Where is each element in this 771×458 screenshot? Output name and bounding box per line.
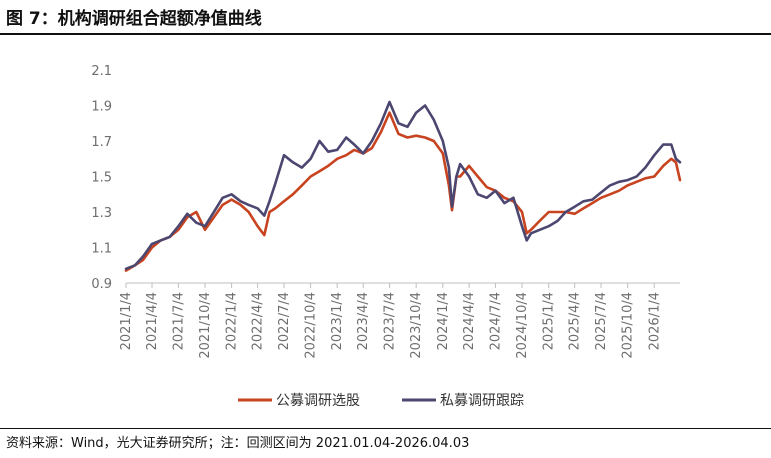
x-tick-label: 2025/1/4 <box>542 292 557 350</box>
series-line-0 <box>124 111 682 272</box>
x-tick-label: 2023/7/4 <box>383 292 398 350</box>
y-tick-label: 1.7 <box>91 135 112 150</box>
x-tick-label: 2024/7/4 <box>488 292 503 350</box>
x-tick-label: 2023/10/4 <box>409 292 424 359</box>
x-tick-label: 2023/1/4 <box>330 292 345 350</box>
y-tick-label: 1.1 <box>91 242 112 257</box>
x-axis-ticks: 2021/1/4 2021/4/4 2021/7/4 2021/10/4 2022/1/… <box>119 283 662 359</box>
x-tick-label: 2022/4/4 <box>251 292 266 350</box>
series-lines <box>124 100 682 272</box>
x-tick-label: 2025/4/4 <box>568 292 583 350</box>
x-tick-label: 2023/4/4 <box>356 292 371 350</box>
y-tick-label: 2.1 <box>91 64 112 79</box>
x-tick-label: 2021/10/4 <box>198 292 213 359</box>
y-tick-label: 0.9 <box>91 277 112 292</box>
x-tick-label: 2026/1/4 <box>647 292 662 350</box>
x-tick-label: 2021/7/4 <box>171 292 186 350</box>
title-divider <box>0 33 771 35</box>
y-axis-ticks: 0.9 1.1 1.3 1.5 1.7 1.9 2.1 <box>91 64 112 292</box>
x-tick-label: 2024/4/4 <box>462 292 477 350</box>
page-title: 图 7：机构调研组合超额净值曲线 <box>6 9 262 29</box>
x-tick-label: 2025/10/4 <box>621 292 636 359</box>
footer-divider <box>0 428 771 429</box>
y-tick-label: 1.3 <box>91 206 112 221</box>
series-line-1 <box>124 100 682 271</box>
legend-label-0: 公募调研选股 <box>276 393 360 409</box>
x-tick-label: 2022/1/4 <box>225 292 240 350</box>
x-tick-label: 2024/10/4 <box>515 292 530 359</box>
x-tick-label: 2022/7/4 <box>277 292 292 350</box>
x-tick-label: 2022/10/4 <box>304 292 319 359</box>
y-tick-label: 1.5 <box>91 171 112 186</box>
net-value-line-chart: 0.91.11.31.51.71.92.1 2021/1/4 2021/4/4 20… <box>91 64 682 409</box>
x-tick-label: 2021/4/4 <box>145 292 160 350</box>
y-tick-label: 1.9 <box>91 100 112 115</box>
chart-legend: 公募调研选股 私募调研跟踪 <box>238 393 524 409</box>
x-tick-label: 2025/7/4 <box>594 292 609 350</box>
source-note: 资料来源：Wind，光大证券研究所；注：回测区间为 2021.01.04-202… <box>6 436 470 451</box>
x-tick-label: 2021/1/4 <box>119 292 134 350</box>
x-tick-label: 2024/1/4 <box>436 292 451 350</box>
legend-label-1: 私募调研跟踪 <box>440 393 524 409</box>
